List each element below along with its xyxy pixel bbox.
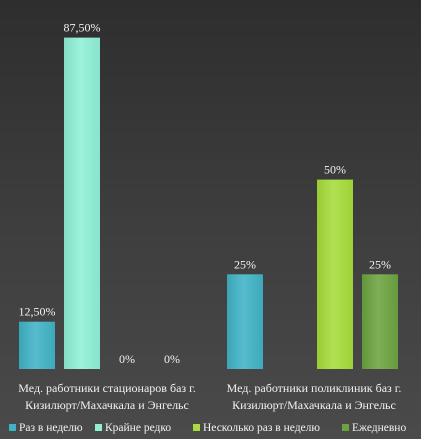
data-label-1-series-3: 0% (119, 352, 135, 366)
legend-label-4: Ежедневно (352, 422, 406, 434)
bars-layer (19, 37, 398, 369)
category-label-1-line-1: Мед. работники стационаров баз г. (18, 381, 195, 395)
bar-1-series-1 (19, 321, 55, 369)
legend-swatch-3 (193, 424, 200, 431)
bar-1-series-2 (64, 37, 100, 369)
category-label-1-line-2: Кизилюрт/Махачкала и Энгельс (25, 398, 189, 412)
legend-label-1: Раз в неделю (19, 422, 83, 434)
legend-label-2: Крайне редко (105, 422, 171, 434)
data-labels-layer: 12,50% 25% 87,50% 0% 50% 0% 25% (19, 21, 392, 366)
data-label-1-series-1: 12,50% (19, 305, 56, 319)
bar-2-series-3 (317, 179, 353, 369)
legend-swatch-2 (95, 424, 102, 431)
data-label-2-series-1: 25% (234, 257, 256, 271)
legend-label-3: Несколько раз в неделю (203, 422, 320, 434)
bar-2-series-1 (227, 274, 263, 369)
data-label-2-series-3: 50% (324, 163, 346, 177)
legend-swatch-1 (9, 424, 16, 431)
legend: Раз в неделю Крайне редко Несколько раз в … (9, 422, 406, 434)
category-label-2-line-1: Мед. работники поликлиник баз г. (227, 381, 402, 395)
data-label-1-series-4: 0% (164, 352, 180, 366)
data-label-2-series-4: 25% (369, 257, 391, 271)
data-label-1-series-2: 87,50% (64, 21, 101, 35)
legend-swatch-4 (342, 424, 349, 431)
category-label-2-line-2: Кизилюрт/Махачкала и Энгельс (232, 398, 396, 412)
bar-2-series-4 (362, 274, 398, 369)
category-labels-layer: Мед. работники стационаров баз г. Кизилюр… (18, 381, 401, 412)
